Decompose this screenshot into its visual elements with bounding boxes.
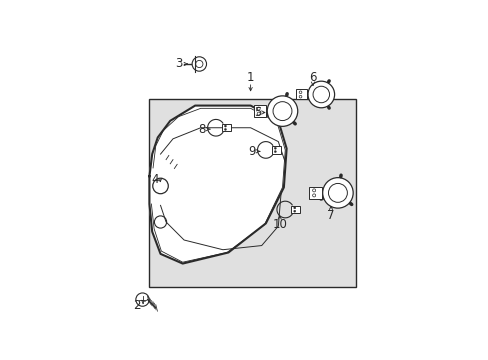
Circle shape xyxy=(293,207,295,209)
Text: 1: 1 xyxy=(246,71,254,84)
Circle shape xyxy=(192,57,206,71)
Circle shape xyxy=(322,177,352,208)
Bar xyxy=(271,146,280,154)
FancyArrowPatch shape xyxy=(320,198,322,199)
Text: 6: 6 xyxy=(308,71,316,84)
Text: 9: 9 xyxy=(248,145,255,158)
FancyArrowPatch shape xyxy=(294,123,295,124)
Bar xyxy=(295,90,306,99)
Polygon shape xyxy=(149,105,286,264)
Circle shape xyxy=(307,81,334,108)
Text: 3: 3 xyxy=(175,58,182,71)
Bar xyxy=(253,105,266,117)
Circle shape xyxy=(136,293,149,306)
Circle shape xyxy=(224,125,226,127)
FancyArrowPatch shape xyxy=(350,203,351,204)
Circle shape xyxy=(274,147,276,149)
Bar xyxy=(308,187,321,199)
Bar xyxy=(290,206,300,213)
Bar xyxy=(222,124,230,131)
Circle shape xyxy=(224,129,226,130)
Text: 2: 2 xyxy=(133,299,141,312)
Circle shape xyxy=(293,210,295,212)
Text: 8: 8 xyxy=(198,123,205,136)
Text: 7: 7 xyxy=(326,208,334,221)
Circle shape xyxy=(267,96,297,126)
Text: 10: 10 xyxy=(272,218,286,231)
Circle shape xyxy=(274,150,276,153)
Bar xyxy=(149,99,355,287)
Text: 4: 4 xyxy=(151,172,159,185)
Text: 5: 5 xyxy=(253,106,261,119)
